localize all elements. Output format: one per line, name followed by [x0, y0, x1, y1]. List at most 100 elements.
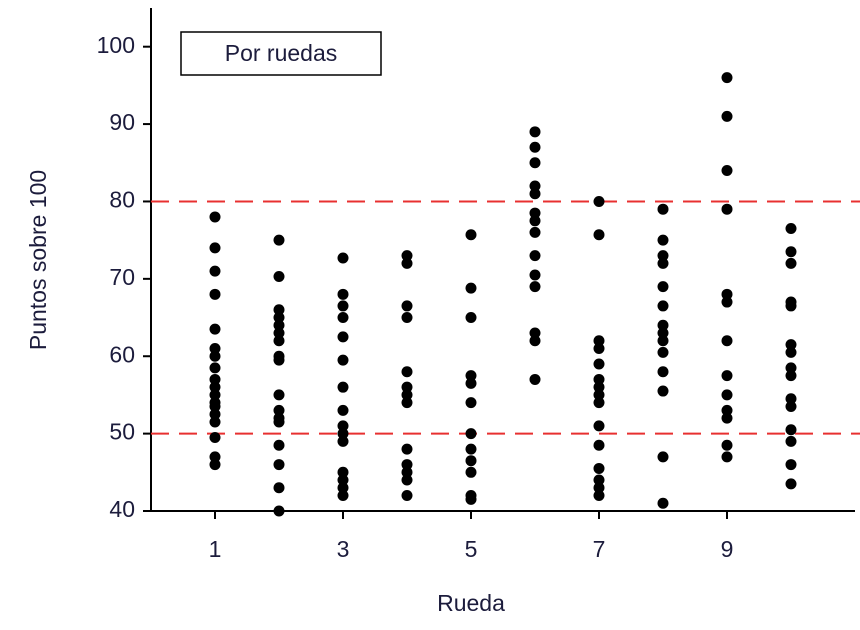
- point: [657, 346, 669, 358]
- point: [209, 323, 221, 335]
- point: [529, 327, 541, 339]
- point: [593, 342, 605, 354]
- point: [209, 401, 221, 413]
- point: [657, 234, 669, 246]
- point: [337, 490, 349, 502]
- point: [337, 420, 349, 432]
- point: [465, 370, 477, 382]
- x-axis-label: Rueda: [437, 590, 505, 616]
- point: [273, 404, 285, 416]
- point: [529, 281, 541, 293]
- point: [209, 342, 221, 354]
- point: [401, 381, 413, 393]
- point: [593, 373, 605, 385]
- point: [657, 281, 669, 293]
- point: [401, 443, 413, 455]
- y-tick-label: 50: [109, 419, 135, 445]
- point: [785, 478, 797, 490]
- point: [593, 358, 605, 370]
- point: [209, 265, 221, 277]
- point: [209, 389, 221, 401]
- point: [785, 435, 797, 447]
- point: [273, 304, 285, 316]
- point: [657, 451, 669, 463]
- point: [465, 282, 477, 294]
- x-tick-label: 1: [209, 536, 222, 562]
- point: [721, 412, 733, 424]
- point: [657, 366, 669, 378]
- point: [721, 370, 733, 382]
- point: [401, 474, 413, 486]
- point: [401, 366, 413, 378]
- point: [721, 335, 733, 347]
- point: [209, 211, 221, 223]
- point: [657, 335, 669, 347]
- point: [209, 381, 221, 393]
- point: [785, 300, 797, 312]
- point: [273, 505, 285, 517]
- y-tick-label: 80: [109, 187, 135, 213]
- point: [465, 428, 477, 440]
- point: [529, 373, 541, 385]
- point: [401, 459, 413, 471]
- point: [593, 420, 605, 432]
- point: [721, 203, 733, 215]
- point: [209, 408, 221, 420]
- point: [657, 300, 669, 312]
- x-tick-label: 9: [721, 536, 734, 562]
- point: [209, 350, 221, 362]
- point: [209, 373, 221, 385]
- annotation: Por ruedas: [225, 40, 338, 66]
- point: [593, 474, 605, 486]
- point: [529, 207, 541, 219]
- point: [529, 141, 541, 153]
- y-axis-label: Puntos sobre 100: [25, 170, 51, 350]
- point: [273, 482, 285, 494]
- point: [465, 397, 477, 409]
- point: [209, 242, 221, 254]
- point: [785, 362, 797, 374]
- point: [273, 234, 285, 246]
- point: [337, 354, 349, 366]
- point: [209, 431, 221, 443]
- point: [273, 312, 285, 324]
- point: [657, 250, 669, 262]
- point: [529, 180, 541, 192]
- point: [337, 482, 349, 494]
- point: [721, 165, 733, 177]
- y-tick-label: 60: [109, 341, 135, 367]
- point: [721, 389, 733, 401]
- point: [209, 416, 221, 428]
- point: [401, 300, 413, 312]
- point: [721, 288, 733, 300]
- point: [529, 126, 541, 138]
- point: [593, 490, 605, 502]
- point: [785, 424, 797, 436]
- point: [401, 389, 413, 401]
- point: [337, 312, 349, 324]
- point: [465, 493, 477, 505]
- point: [529, 335, 541, 347]
- point: [721, 110, 733, 122]
- point: [273, 459, 285, 471]
- point: [273, 389, 285, 401]
- point: [657, 385, 669, 397]
- annotation-box: [180, 31, 382, 76]
- point: [401, 466, 413, 478]
- point: [465, 312, 477, 324]
- point: [721, 439, 733, 451]
- point: [273, 416, 285, 428]
- point: [593, 335, 605, 347]
- point: [337, 474, 349, 486]
- point: [273, 354, 285, 366]
- point: [785, 257, 797, 269]
- point: [465, 455, 477, 467]
- point: [529, 226, 541, 238]
- point: [529, 188, 541, 200]
- point: [785, 246, 797, 258]
- point: [785, 370, 797, 382]
- point: [401, 250, 413, 262]
- point: [593, 482, 605, 494]
- point: [273, 439, 285, 451]
